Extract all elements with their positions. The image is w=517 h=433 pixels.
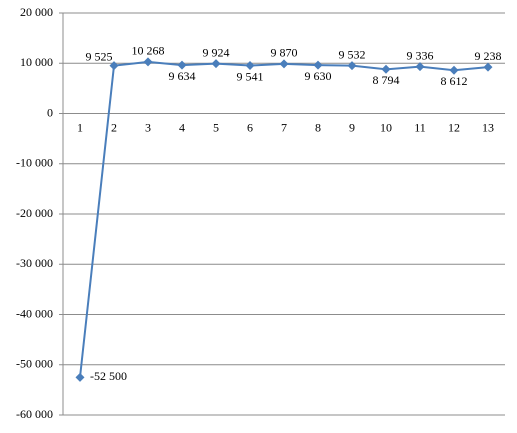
y-tick-label: -40 000 <box>16 306 53 320</box>
data-label: 9 630 <box>305 69 332 83</box>
x-tick-label: 5 <box>213 120 219 134</box>
x-tick-label: 9 <box>349 120 355 134</box>
data-point <box>449 65 459 75</box>
x-tick-label: 2 <box>111 120 117 134</box>
data-point <box>177 60 187 70</box>
x-tick-label: 1 <box>77 120 83 134</box>
data-label: 9 924 <box>203 45 230 59</box>
data-label: 9 634 <box>169 69 196 83</box>
data-label: 9 870 <box>271 46 298 60</box>
data-point <box>279 59 289 69</box>
x-tick-label: 7 <box>281 120 287 134</box>
data-label: 9 525 <box>86 49 113 63</box>
data-label: 9 541 <box>237 69 264 83</box>
data-label: -52 500 <box>90 369 127 383</box>
y-tick-label: -30 000 <box>16 256 53 270</box>
data-line <box>79 60 489 378</box>
y-tick-label: 0 <box>47 105 53 119</box>
x-tick-label: 6 <box>247 120 253 134</box>
x-tick-label: 10 <box>380 120 392 134</box>
data-label: 8 794 <box>373 73 400 87</box>
x-tick-label: 12 <box>448 120 460 134</box>
y-tick-label: 10 000 <box>20 55 53 69</box>
data-label: 9 336 <box>407 48 434 62</box>
y-tick-label: -20 000 <box>16 206 53 220</box>
x-tick-label: 13 <box>482 120 494 134</box>
data-label: 9 532 <box>339 47 366 61</box>
data-point <box>347 61 357 71</box>
data-label: 10 268 <box>132 44 165 58</box>
data-point <box>143 57 153 67</box>
data-point <box>245 61 255 71</box>
data-point <box>415 62 425 72</box>
data-point <box>313 60 323 70</box>
x-tick-label: 4 <box>179 120 185 134</box>
data-point <box>75 372 85 382</box>
x-tick-label: 11 <box>414 120 426 134</box>
y-tick-label: -10 000 <box>16 156 53 170</box>
data-label: 9 238 <box>475 49 502 63</box>
x-tick-label: 8 <box>315 120 321 134</box>
data-point <box>109 61 119 71</box>
y-tick-label: -50 000 <box>16 357 53 371</box>
data-label: 8 612 <box>441 74 468 88</box>
data-point <box>483 62 493 72</box>
data-point <box>211 59 221 69</box>
data-point <box>381 64 391 74</box>
x-tick-label: 3 <box>145 120 151 134</box>
y-tick-label: -60 000 <box>16 407 53 421</box>
y-tick-label: 20 000 <box>20 5 53 19</box>
